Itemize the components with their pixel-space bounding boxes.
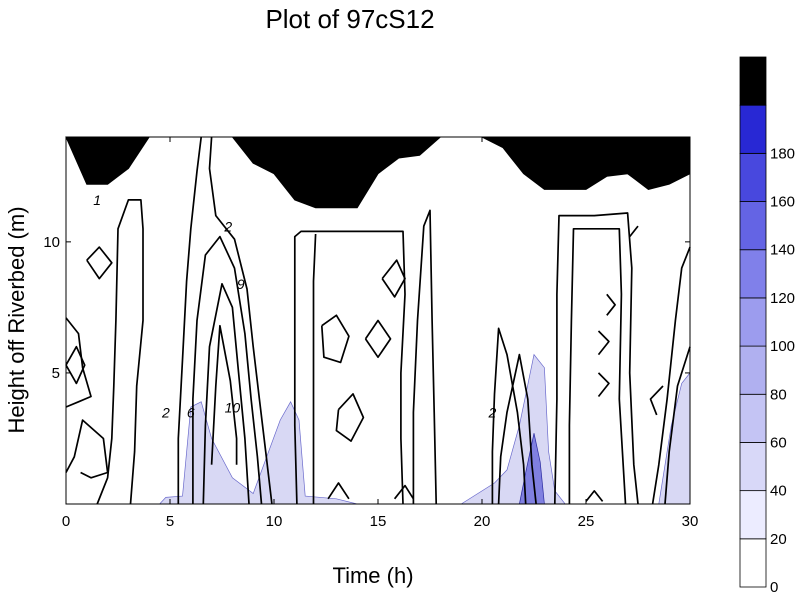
water-surface-region (65, 136, 691, 209)
contour-label-2: 9 (237, 276, 245, 292)
contour-line-24 (393, 484, 415, 500)
contour-line-13 (651, 246, 691, 505)
contour-label-1: 2 (223, 218, 232, 234)
contour-label-3: 2 (161, 404, 170, 420)
colorbar-label-0: 0 (770, 579, 778, 596)
colorbar-label-1: 20 (770, 531, 787, 548)
contour-line-20 (381, 259, 406, 298)
contour-line-14 (664, 346, 691, 505)
contour-label-5: 10 (225, 399, 241, 415)
contour-line-9 (497, 353, 537, 505)
colorbar-swatch-2 (739, 442, 767, 492)
y-axis-label: Height off Riverbed (m) (4, 206, 29, 433)
contour-line-23 (327, 482, 350, 500)
contour-fill-1 (459, 353, 566, 505)
contour-line-8 (412, 209, 438, 505)
contour-fill-2 (658, 371, 691, 505)
colorbar-swatch-9 (739, 104, 767, 154)
contour-fill-0 (158, 401, 358, 505)
colorbar-swatch-10 (739, 56, 767, 106)
contour-label-6: 2 (488, 404, 497, 420)
x-tick-label-5: 25 (578, 513, 595, 530)
contour-line-28 (597, 330, 610, 356)
contour-line-6 (293, 230, 406, 505)
colorbar-label-4: 80 (770, 386, 787, 403)
y-tick-label-1: 10 (43, 234, 60, 251)
colorbar-swatch-7 (739, 201, 767, 251)
y-tick-label-0: 5 (52, 365, 60, 382)
contour-line-17 (86, 246, 113, 280)
contour-line-11 (553, 212, 639, 505)
water-surface-mask (65, 136, 691, 209)
x-tick-label-4: 20 (474, 513, 491, 530)
colorbar-swatch-0 (739, 538, 767, 588)
colorbar-label-7: 140 (770, 242, 795, 259)
colorbar-label-8: 160 (770, 194, 795, 211)
contour-line-22 (65, 345, 86, 385)
contour-line-27 (597, 372, 610, 398)
colorbar-label-9: 180 (770, 145, 795, 162)
contour-line-3 (192, 235, 263, 505)
contour-line-25 (585, 490, 604, 502)
x-tick-label-1: 5 (166, 513, 174, 530)
contour-line-4 (202, 282, 250, 505)
y-axis-ticks: 5 10 (43, 234, 690, 382)
colorbar-swatch-3 (739, 393, 767, 443)
colorbar-swatch-8 (739, 152, 767, 202)
contour-lines (65, 136, 691, 505)
contour-line-10 (491, 327, 527, 505)
contour-label-0: 1 (93, 192, 101, 208)
colorbar-label-3: 60 (770, 434, 787, 451)
colorbar: 0 20 40 60 80 100 120 140 160 180 (739, 56, 795, 596)
contour-line-30 (629, 225, 639, 238)
contour-line-1 (177, 136, 203, 504)
colorbar-label-2: 40 (770, 483, 787, 500)
contour-line-19 (335, 393, 365, 442)
x-axis-label: Time (h) (332, 563, 413, 588)
contour-line-0 (96, 199, 144, 505)
colorbar-label-5: 100 (770, 338, 795, 355)
x-tick-label-6: 30 (682, 513, 699, 530)
contour-line-21 (364, 319, 392, 359)
contour-line-7 (312, 233, 317, 504)
colorbar-swatch-6 (739, 249, 767, 299)
contour-line-18 (320, 314, 350, 364)
x-tick-label-0: 0 (62, 513, 70, 530)
colorbar-swatch-5 (739, 297, 767, 347)
chart-title: Plot of 97cS12 (265, 4, 435, 34)
contour-label-4: 6 (187, 404, 195, 420)
x-axis-ticks: 0 5 10 15 20 25 30 (62, 137, 699, 530)
contour-line-15 (65, 317, 92, 408)
colorbar-swatch-4 (739, 345, 767, 395)
x-tick-label-3: 15 (370, 513, 387, 530)
colorbar-swatch-1 (739, 490, 767, 540)
contour-labels: 1 2 9 2 6 10 2 (93, 192, 496, 420)
contour-line-2 (208, 136, 273, 505)
contour-line-16 (65, 419, 109, 479)
contour-line-12 (568, 227, 627, 505)
colorbar-label-6: 120 (770, 290, 795, 307)
x-tick-label-2: 10 (266, 513, 283, 530)
contour-line-5 (210, 324, 238, 465)
contour-line-29 (606, 293, 616, 316)
contour-line-26 (649, 385, 664, 416)
